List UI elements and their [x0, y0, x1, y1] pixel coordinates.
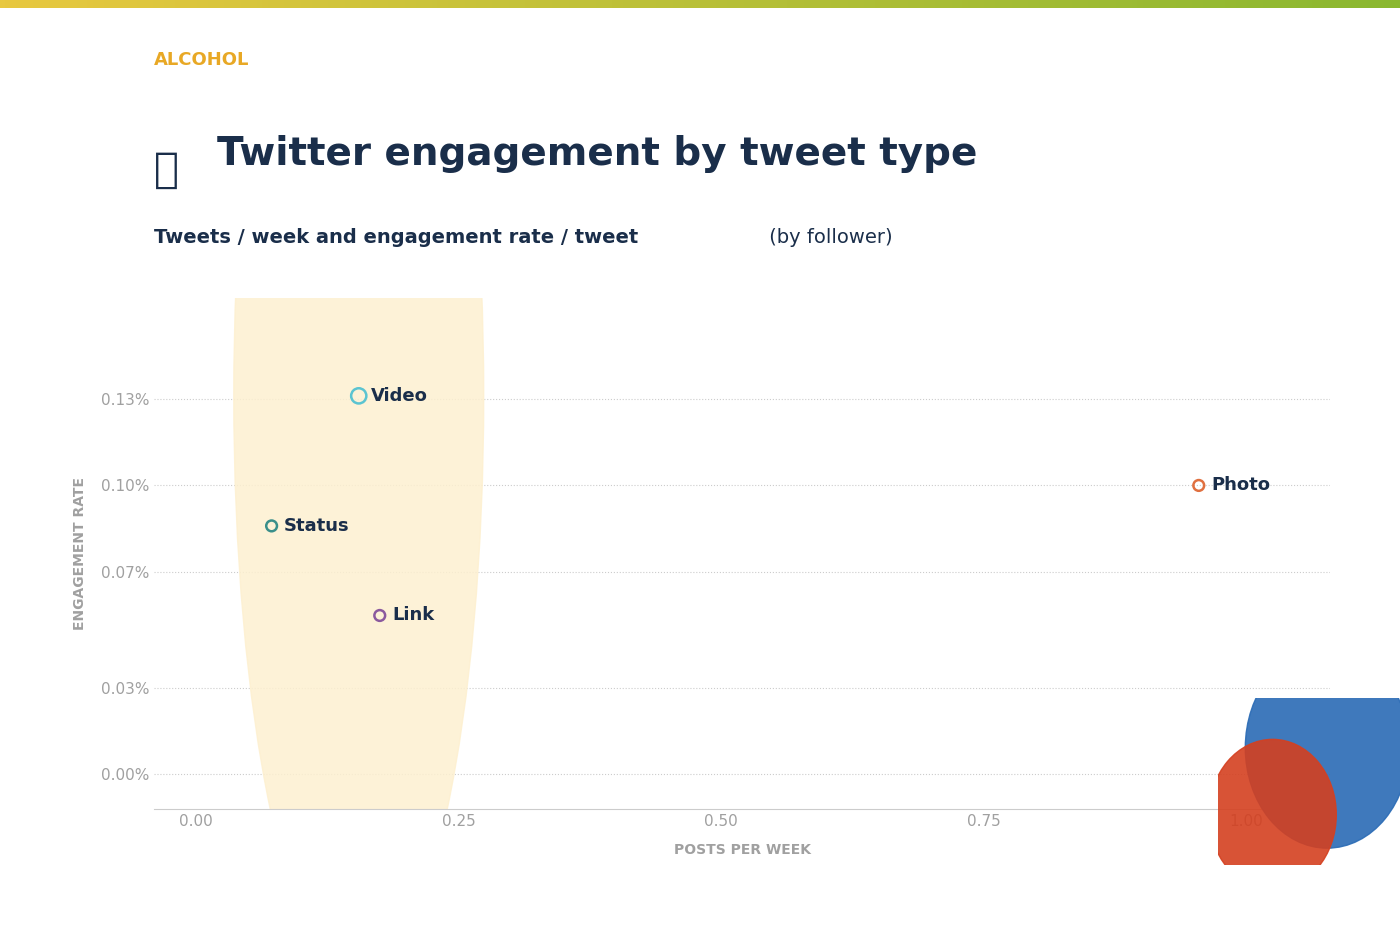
Text: 🐦: 🐦 [154, 149, 179, 191]
Point [368, 608, 391, 623]
Y-axis label: ENGAGEMENT RATE: ENGAGEMENT RATE [73, 477, 87, 630]
Text: Rival: Rival [1252, 859, 1296, 878]
Ellipse shape [1246, 647, 1400, 848]
Text: Twitter engagement by tweet type: Twitter engagement by tweet type [217, 135, 977, 173]
Text: Link: Link [392, 606, 434, 624]
Point [1187, 478, 1210, 493]
X-axis label: POSTS PER WEEK: POSTS PER WEEK [673, 843, 811, 857]
Text: Video: Video [371, 387, 428, 405]
Text: Status: Status [284, 517, 350, 535]
Text: Photo: Photo [1211, 476, 1270, 495]
Text: ALCOHOL: ALCOHOL [154, 51, 249, 69]
Ellipse shape [1208, 739, 1336, 890]
Text: Tweets / week and engagement rate / tweet: Tweets / week and engagement rate / twee… [154, 228, 638, 246]
Text: IQ: IQ [1260, 892, 1288, 912]
Point [260, 518, 283, 533]
Ellipse shape [234, 0, 484, 930]
Point [347, 389, 370, 404]
Text: (by follower): (by follower) [763, 228, 893, 246]
